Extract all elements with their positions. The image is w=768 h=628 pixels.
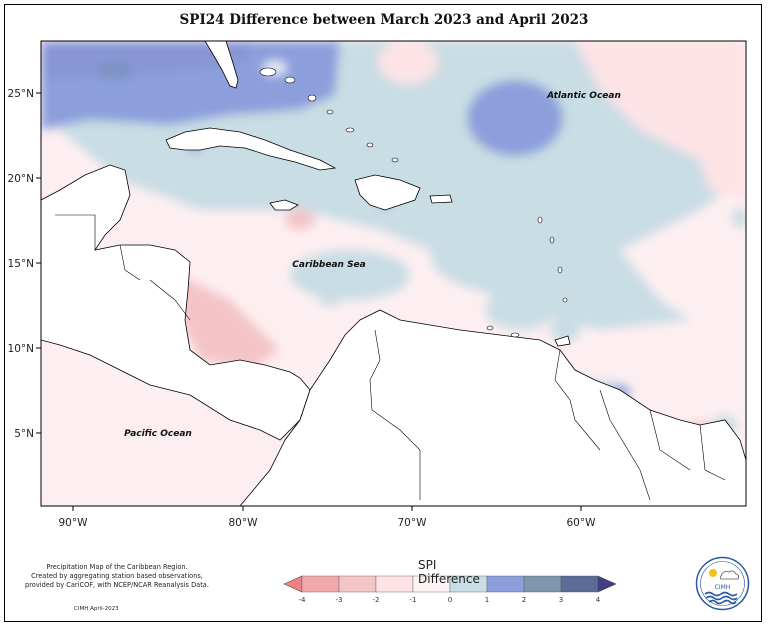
colorbar-tick-label: -4 [299, 596, 307, 604]
footnote-line: Precipitation Map of the Caribbean Regio… [46, 563, 188, 571]
colorbar-swatch [338, 575, 377, 593]
cimh-logo: CIMH [695, 556, 750, 611]
colorbar [283, 575, 617, 593]
map-title: SPI24 Difference between March 2023 and … [179, 12, 589, 28]
legend-title: SPI Difference [418, 558, 480, 586]
y-tick-label: 15°N [8, 258, 34, 270]
colorbar-tick-label: -1 [410, 596, 417, 604]
y-tick-label: 5°N [14, 428, 34, 440]
sun-icon [709, 569, 717, 577]
colorbar-tick-label: -3 [336, 596, 343, 604]
x-tick-label: 60°W [567, 517, 597, 529]
colorbar-tick-label: 4 [596, 596, 601, 604]
country-borders [55, 214, 726, 501]
plot-border [40, 40, 747, 507]
colorbar-swatch [375, 575, 414, 593]
land-outline [41, 41, 746, 506]
colorbar-tick-label: -2 [373, 596, 380, 604]
cloud-icon [719, 570, 740, 580]
colorbar-tick-label: 1 [485, 596, 489, 604]
footnote: Precipitation Map of the Caribbean Regio… [12, 563, 222, 590]
x-tick-label: 90°W [59, 517, 89, 529]
colorbar-tick-label: 2 [522, 596, 526, 604]
figure-frame [4, 4, 762, 622]
label-caribbean-sea: Caribbean Sea [292, 260, 365, 270]
colorbar-max-arrow [597, 575, 617, 593]
small-islands [259, 67, 568, 338]
waves-icon [704, 591, 738, 605]
x-tick-label: 70°W [398, 517, 428, 529]
footnote-line: provided by CariCOF, with NCEP/NCAR Rean… [25, 581, 209, 589]
credit-text: CIMH April-2023 [74, 606, 119, 612]
label-pacific-ocean: Pacific Ocean [124, 429, 192, 439]
y-tick-label: 25°N [8, 88, 34, 100]
footnote-line: Created by aggregating station based obs… [31, 572, 203, 580]
y-tick-label: 20°N [8, 173, 34, 185]
colorbar-min-arrow [283, 575, 303, 593]
colorbar-swatch [301, 575, 340, 593]
x-tick-label: 80°W [229, 517, 259, 529]
label-atlantic-ocean: Atlantic Ocean [546, 91, 621, 101]
spi-field: Atlantic Ocean Caribbean Sea Pacific Oce… [41, 41, 746, 506]
logo-text: CIMH [715, 584, 731, 591]
colorbar-tick-label: 3 [559, 596, 563, 604]
colorbar-swatch [560, 575, 599, 593]
y-tick-label: 10°N [8, 343, 34, 355]
colorbar-ticks: -4 -3 -2 -1 0 1 2 3 4 [299, 596, 601, 604]
colorbar-swatch [523, 575, 562, 593]
colorbar-tick-label: 0 [448, 596, 452, 604]
axis-ticks [36, 92, 582, 511]
